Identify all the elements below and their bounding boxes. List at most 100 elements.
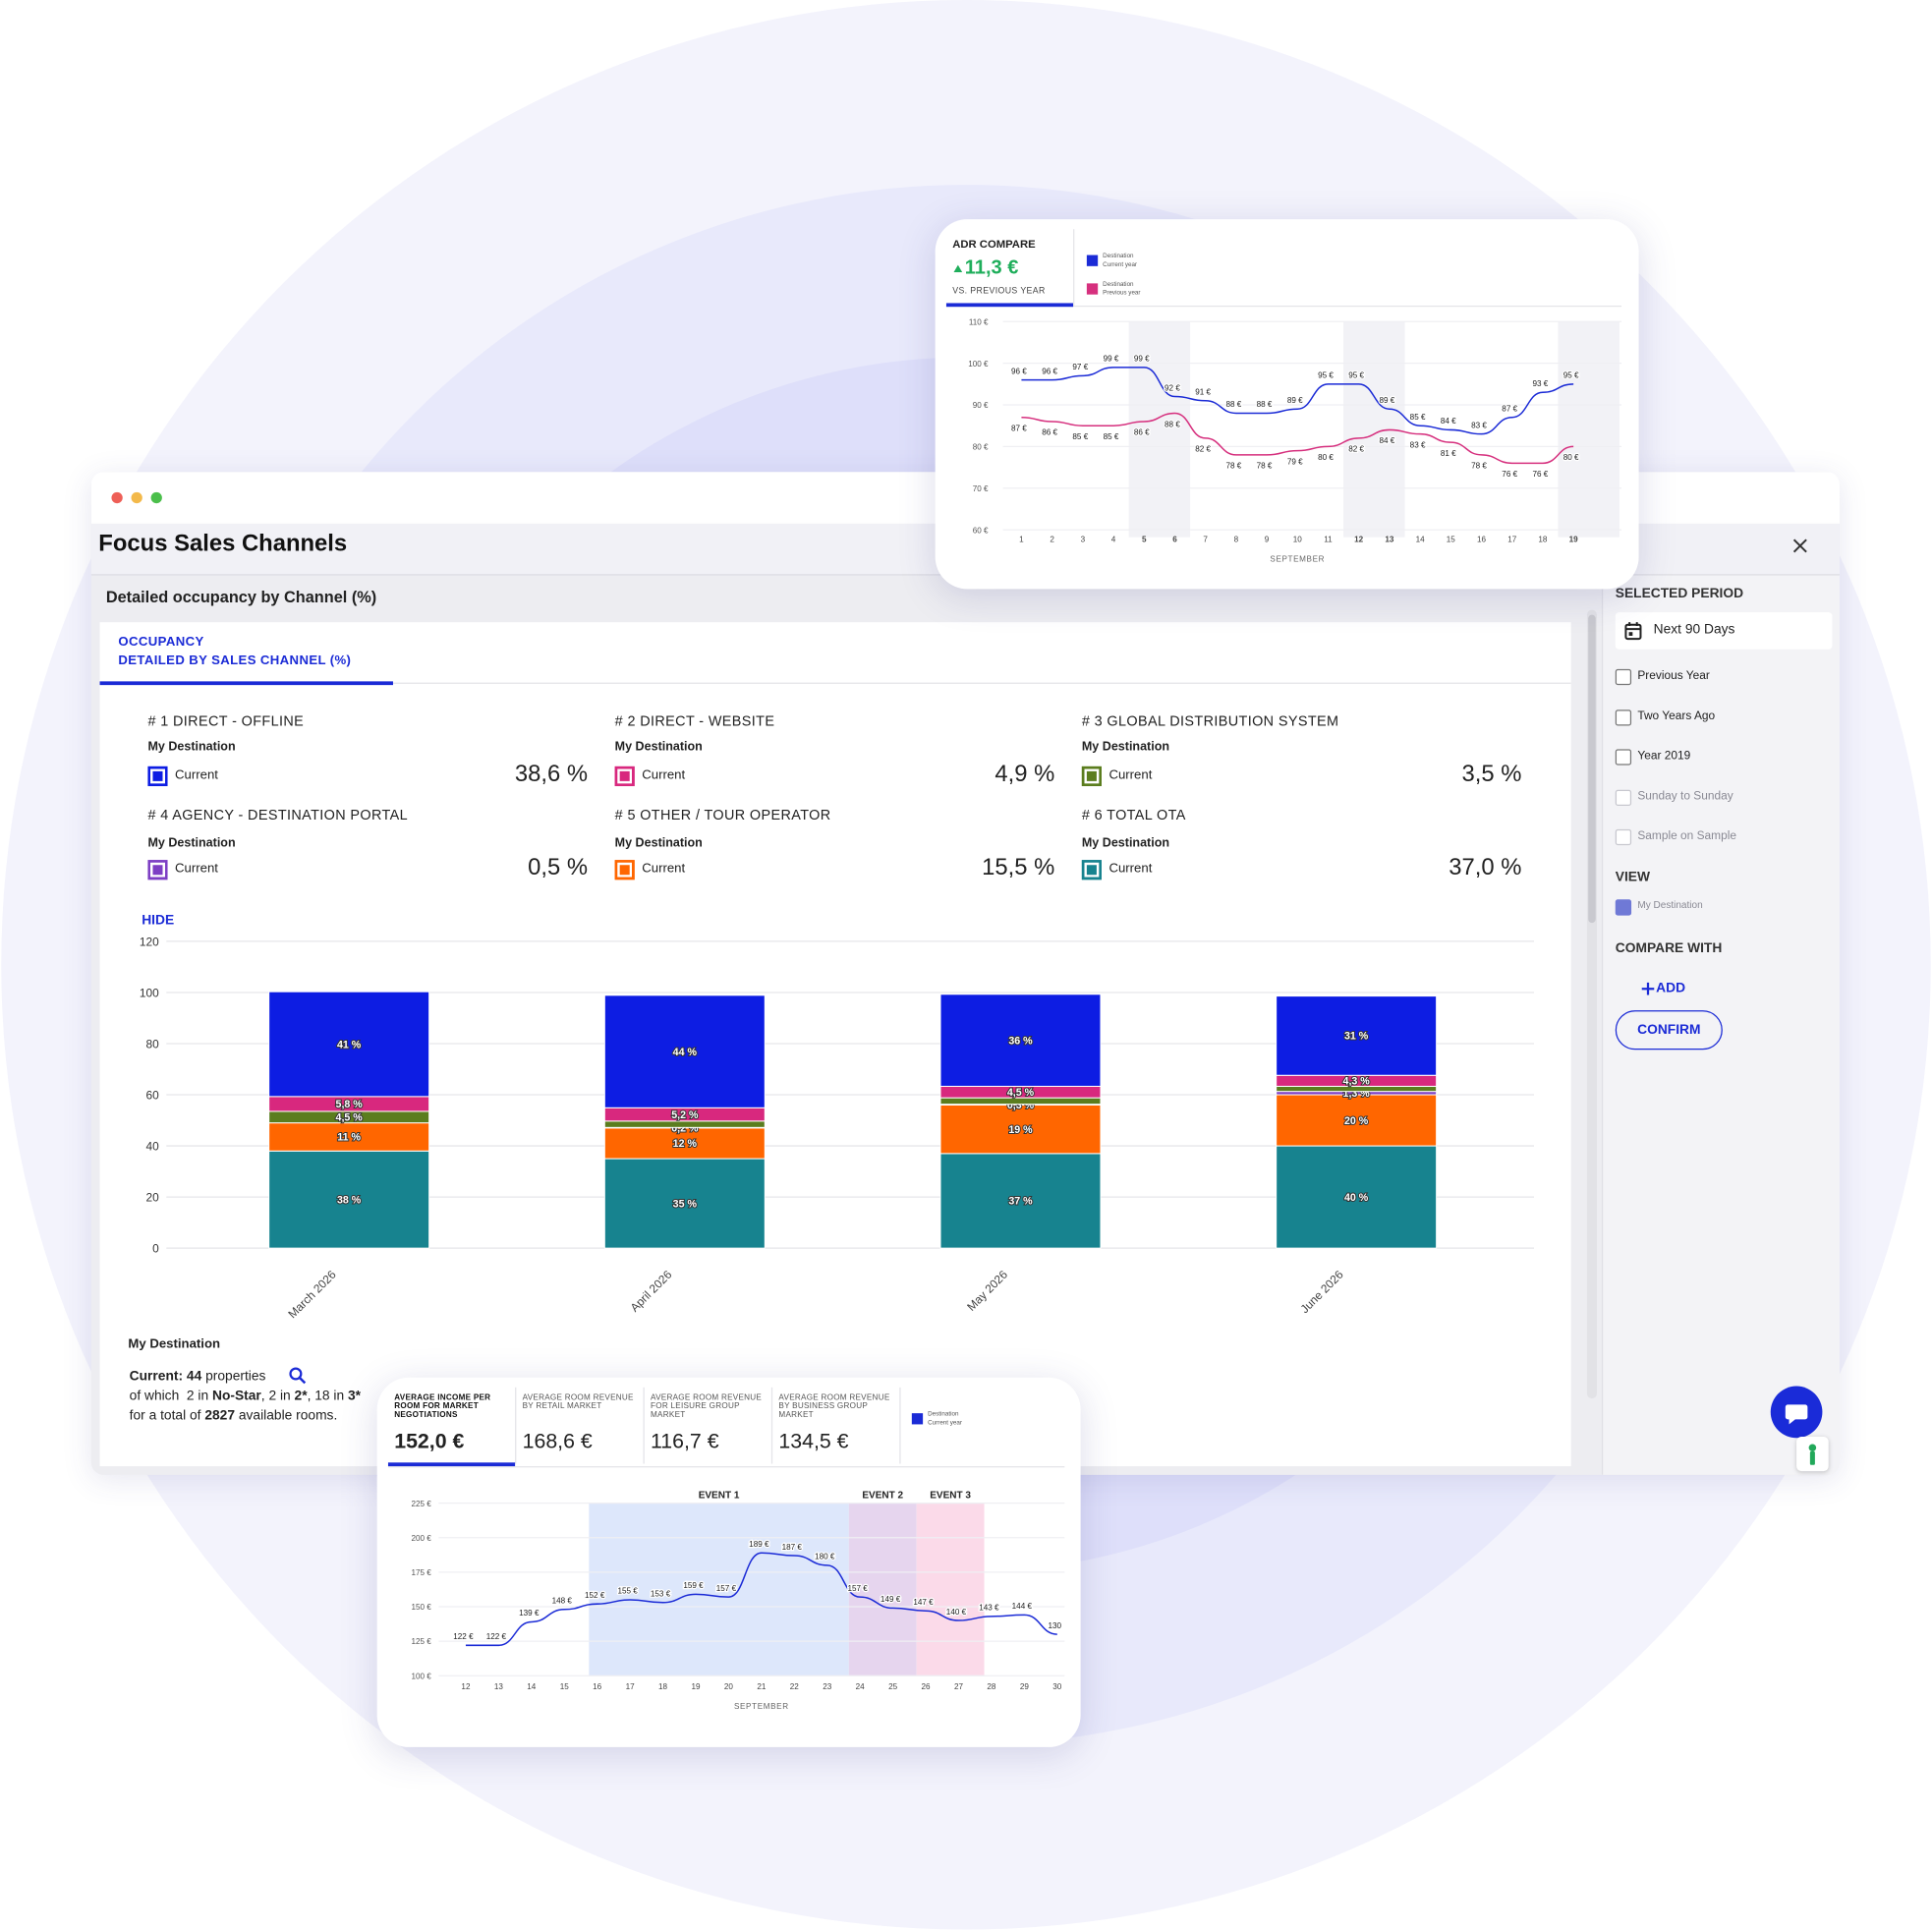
x-tick-label: April 2026: [628, 1268, 675, 1315]
data-label: 122 €: [486, 1632, 507, 1641]
y-tick-label: 80 €: [973, 443, 989, 452]
weekend-band: [1343, 321, 1405, 538]
x-tick-label: May 2026: [964, 1268, 1010, 1314]
footer-text: available rooms.: [235, 1408, 338, 1424]
kpi-value: 11,3 €: [964, 257, 1019, 279]
channel-group: My Destination: [147, 836, 236, 851]
checkbox-label[interactable]: Sample on Sample: [1637, 828, 1736, 843]
data-label: 139 €: [519, 1609, 540, 1618]
data-label: 91 €: [1195, 388, 1211, 397]
kpi-tab-title[interactable]: AVERAGE INCOME PER ROOM FOR MARKET NEGOT…: [394, 1393, 491, 1420]
footer-text: 3*: [348, 1389, 362, 1404]
event-band: [589, 1503, 849, 1676]
confirm-button[interactable]: CONFIRM: [1615, 1010, 1723, 1050]
data-label: 80 €: [1563, 453, 1579, 462]
y-tick-label: 175 €: [411, 1568, 431, 1577]
tab-underline: [99, 681, 393, 686]
y-tick-label: 110 €: [969, 317, 989, 326]
data-label: 157 €: [847, 1584, 868, 1593]
x-tick-label: 15: [1447, 536, 1456, 544]
legend-label: Destination Current year: [928, 1410, 962, 1427]
y-tick-label: 200 €: [411, 1534, 431, 1543]
checkbox[interactable]: [1615, 828, 1632, 846]
search-icon[interactable]: [288, 1366, 307, 1385]
scrollbar[interactable]: [1586, 609, 1597, 1399]
close-button[interactable]: [1791, 538, 1809, 555]
x-tick-label: March 2026: [285, 1268, 339, 1322]
checkbox-label[interactable]: Sunday to Sunday: [1637, 789, 1733, 803]
checkbox[interactable]: [1615, 749, 1632, 766]
kpi-tab-value[interactable]: 134,5 €: [778, 1429, 849, 1453]
data-label: 95 €: [1318, 371, 1334, 380]
x-tick-label: 29: [1020, 1682, 1030, 1691]
footer-text: 2827: [204, 1408, 236, 1424]
bar-segment: [268, 1122, 430, 1152]
channel-group: My Destination: [147, 740, 236, 755]
kpi-tab-value[interactable]: 168,6 €: [522, 1429, 593, 1453]
hide-toggle[interactable]: HIDE: [142, 913, 175, 929]
x-tick-label: 27: [954, 1682, 964, 1691]
x-tick-label: 20: [724, 1682, 734, 1691]
kpi-tab-value[interactable]: 152,0 €: [394, 1429, 465, 1453]
y-tick-label: 40: [145, 1139, 159, 1153]
data-label: 149 €: [881, 1595, 901, 1604]
checkbox-label[interactable]: Previous Year: [1637, 668, 1710, 683]
adr-chart: 60 €70 €80 €90 €100 €110 €1 2 3 4 5 6 7 8 9 10 11 1…: [968, 317, 1622, 564]
x-tick-label: 10: [1293, 536, 1303, 544]
chat-button[interactable]: [1770, 1386, 1823, 1439]
data-label: 84 €: [1441, 417, 1456, 426]
adr-card: ADR COMPARE 11,3 € VS. PREVIOUS YEAR 60 …: [935, 219, 1639, 590]
data-label: 140 €: [946, 1608, 967, 1617]
calendar-icon: [1624, 622, 1642, 641]
x-tick-label: 8: [1234, 536, 1239, 544]
data-label: 82 €: [1348, 445, 1364, 454]
data-label: 96 €: [1042, 367, 1057, 375]
checkbox[interactable]: [1615, 789, 1632, 806]
x-tick-label: 16: [593, 1682, 602, 1691]
channel-title: # 2 DIRECT - WEBSITE: [614, 714, 775, 730]
bar-chart: 0 20 40 60 80 100 120 March 2026 38 % 11 % 4,5 % 5,…: [140, 935, 1535, 1322]
data-label: 85 €: [1072, 432, 1088, 441]
kpi-tab-title[interactable]: AVERAGE ROOM REVENUE FOR LEISURE GROUP M…: [651, 1393, 763, 1420]
checkbox-label[interactable]: Two Years Ago: [1637, 709, 1716, 723]
kpi-tab-title[interactable]: AVERAGE ROOM REVENUE BY BUSINESS GROUP M…: [778, 1393, 890, 1420]
help-widget[interactable]: [1796, 1436, 1829, 1472]
tab-line[interactable]: DETAILED BY SALES CHANNEL (%): [118, 653, 352, 668]
channel-value: 37,0 %: [1449, 855, 1522, 881]
checkbox-label[interactable]: My Destination: [1637, 899, 1703, 911]
tab-divider: [770, 1387, 773, 1464]
legend-swatch: [1081, 766, 1102, 786]
data-label: 99 €: [1134, 355, 1150, 364]
kpi-tab-title[interactable]: AVERAGE ROOM REVENUE BY RETAIL MARKET: [522, 1393, 634, 1411]
scroll-thumb[interactable]: [1588, 614, 1596, 924]
checkbox[interactable]: [1615, 668, 1632, 686]
x-tick-label: 6: [1172, 536, 1177, 544]
section-title: Detailed occupancy by Channel (%): [105, 588, 377, 606]
data-label: 78 €: [1225, 462, 1241, 471]
checkbox-label[interactable]: Year 2019: [1637, 749, 1691, 764]
kpi-tab-value[interactable]: 116,7 €: [651, 1429, 719, 1453]
card-title: ADR COMPARE: [952, 237, 1036, 251]
add-button[interactable]: ADD: [1656, 981, 1686, 996]
channel-title: # 5 OTHER / TOUR OPERATOR: [614, 808, 831, 823]
x-tick-label: 22: [790, 1682, 800, 1691]
channel-label: Current: [642, 861, 686, 877]
channel-group: My Destination: [614, 836, 703, 851]
footer-text: 2*: [294, 1389, 308, 1404]
x-tick-label: 9: [1265, 536, 1270, 544]
tab-line[interactable]: OCCUPANCY: [118, 634, 204, 650]
data-label: 89 €: [1287, 396, 1303, 405]
data-label: 31 %: [1344, 1031, 1369, 1043]
series-line: [1021, 367, 1574, 435]
footer-text: , 18 in: [307, 1389, 349, 1404]
period-value[interactable]: Next 90 Days: [1653, 622, 1735, 638]
kpi-underline[interactable]: [945, 303, 1074, 308]
checkbox[interactable]: [1615, 709, 1632, 725]
add-icon[interactable]: [1641, 982, 1655, 995]
event-label: EVENT 3: [930, 1491, 971, 1502]
chat-icon: [1785, 1404, 1808, 1425]
x-tick-label: 17: [1507, 536, 1517, 544]
event-label: EVENT 2: [862, 1491, 903, 1502]
period-picker[interactable]: [1615, 612, 1833, 650]
checkbox[interactable]: [1615, 899, 1632, 916]
